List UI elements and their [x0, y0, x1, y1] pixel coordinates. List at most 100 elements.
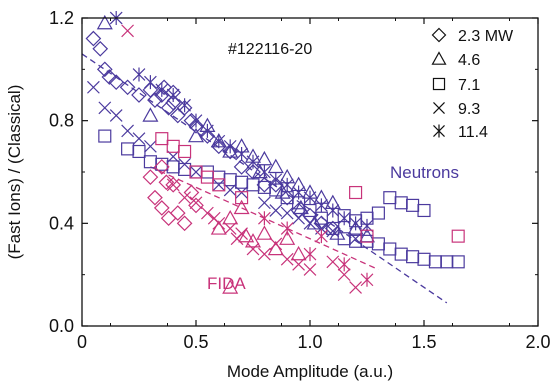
neutrons-diamond-point	[85, 30, 102, 47]
fida-diamond-point	[158, 174, 175, 191]
legend-label: 4.6	[458, 52, 480, 69]
neutrons-asterisk-point	[280, 177, 294, 192]
fida-diamond-point	[169, 205, 186, 221]
neutrons-x-point	[349, 232, 362, 246]
neutrons-diamond-point	[101, 69, 118, 85]
y-axis-label: (Fast Ions) / (Classical)	[5, 85, 24, 260]
neutrons-asterisk-point	[178, 98, 191, 113]
neutrons-x-point	[303, 216, 317, 230]
neutrons-asterisk-point	[155, 82, 169, 97]
neutrons-square-point	[406, 250, 420, 264]
fida-triangle-point	[222, 209, 239, 225]
fida-diamond-point	[147, 189, 163, 206]
fida-diamond-point	[153, 159, 170, 175]
fida-asterisk-point	[337, 257, 351, 272]
neutrons-x-point	[223, 183, 237, 197]
neutrons-asterisk-point	[246, 154, 260, 169]
fida-x-point	[303, 263, 317, 276]
x-tick-label: 1.0	[297, 332, 322, 352]
neutrons-square-point	[223, 173, 237, 187]
legend-item-diamond: 2.3 MW	[431, 27, 514, 45]
neutrons-square-point	[121, 142, 135, 156]
neutrons-x-point	[189, 165, 203, 179]
neutrons-square-point	[235, 175, 249, 189]
legend-triangle-icon	[431, 51, 447, 65]
neutrons-asterisk-point	[269, 172, 283, 187]
neutrons-square-point	[394, 196, 408, 210]
fida-x-point	[337, 268, 351, 282]
fida-square-point	[360, 229, 374, 243]
fida-square-point	[200, 170, 214, 184]
neutrons-x-point	[326, 224, 340, 238]
neutrons-x-point	[144, 139, 157, 153]
shot-number-label: #122116-20	[228, 41, 312, 58]
fida-square-point	[212, 178, 226, 192]
neutrons-triangle-point	[256, 150, 273, 166]
neutrons-diamond-point	[233, 159, 250, 175]
y-tick-label: 1.2	[49, 8, 74, 28]
x-axis-label: Mode Amplitude (a.u.)	[227, 362, 393, 381]
fida-diamond-point	[176, 215, 193, 232]
neutrons-asterisk-point	[349, 216, 362, 231]
fida-asterisk-point	[360, 272, 374, 287]
fida-triangle-point	[279, 230, 296, 245]
fida-diamond-point	[183, 184, 200, 201]
fida-annotation: FIDA	[207, 274, 246, 293]
fida-x-point	[280, 252, 294, 266]
legend-diamond-icon	[431, 27, 447, 43]
fida-x-point	[189, 196, 203, 210]
neutrons-diamond-point	[188, 117, 204, 134]
neutrons-x-point	[98, 101, 112, 115]
legend-item-x: 9.3	[433, 101, 480, 118]
fida-square-point	[349, 185, 363, 200]
neutrons-asterisk-point	[303, 190, 317, 205]
axis-ticks: 0 0.5 1.0 1.5 2.0 0.0 0.4 0.8 1.2	[49, 8, 551, 352]
x-tick-label: 0.5	[183, 332, 208, 352]
neutrons-asterisk-point	[337, 211, 351, 226]
legend: 2.3 MW 4.6 7.1 9.3 11.4	[431, 27, 514, 141]
legend-item-asterisk: 11.4	[433, 124, 488, 141]
neutrons-diamond-point	[119, 79, 136, 96]
fida-diamond-point	[188, 197, 204, 214]
neutrons-triangle-point	[187, 127, 205, 143]
neutrons-x-point	[121, 124, 134, 138]
neutrons-asterisk-point	[212, 134, 226, 149]
neutrons-triangle-point	[222, 143, 239, 158]
neutrons-x-point	[132, 132, 146, 146]
neutrons-diamond-point	[160, 99, 177, 116]
neutrons-square-point	[371, 237, 385, 251]
fida-x-point	[292, 258, 305, 271]
neutrons-diamond-point	[108, 74, 125, 91]
fida-triangle-point	[233, 199, 250, 215]
neutrons-x-point	[178, 157, 191, 171]
neutrons-asterisk-point	[132, 67, 146, 82]
neutrons-asterisk-point	[144, 75, 157, 90]
neutrons-square-point	[371, 206, 385, 220]
fida-triangle-point	[244, 233, 262, 248]
neutrons-square-point	[451, 255, 465, 269]
fida-x-point	[201, 206, 214, 220]
neutrons-diamond-point	[147, 92, 163, 108]
neutrons-square-point	[326, 221, 340, 236]
legend-asterisk-icon	[433, 124, 445, 138]
neutrons-asterisk-point	[223, 139, 237, 154]
neutrons-square-point	[428, 255, 442, 269]
neutrons-diamond-point	[199, 128, 216, 144]
fida-x-point	[349, 281, 362, 294]
neutrons-x-point	[212, 178, 226, 192]
neutrons-diamond-point	[210, 138, 227, 155]
fida-x-point	[326, 255, 340, 269]
fida-square-point	[178, 144, 192, 159]
fida-triangle-point	[267, 240, 284, 256]
neutrons-square-point	[200, 165, 214, 179]
fida-square-point	[451, 229, 465, 243]
data-points	[85, 11, 465, 294]
legend-label: 2.3 MW	[458, 28, 514, 45]
neutrons-asterisk-point	[292, 185, 305, 200]
legend-label: 9.3	[458, 101, 480, 118]
fida-x-point	[166, 178, 180, 192]
neutrons-triangle-point	[96, 14, 113, 30]
fida-triangle-point	[256, 225, 273, 240]
fida-square-point	[235, 191, 249, 205]
